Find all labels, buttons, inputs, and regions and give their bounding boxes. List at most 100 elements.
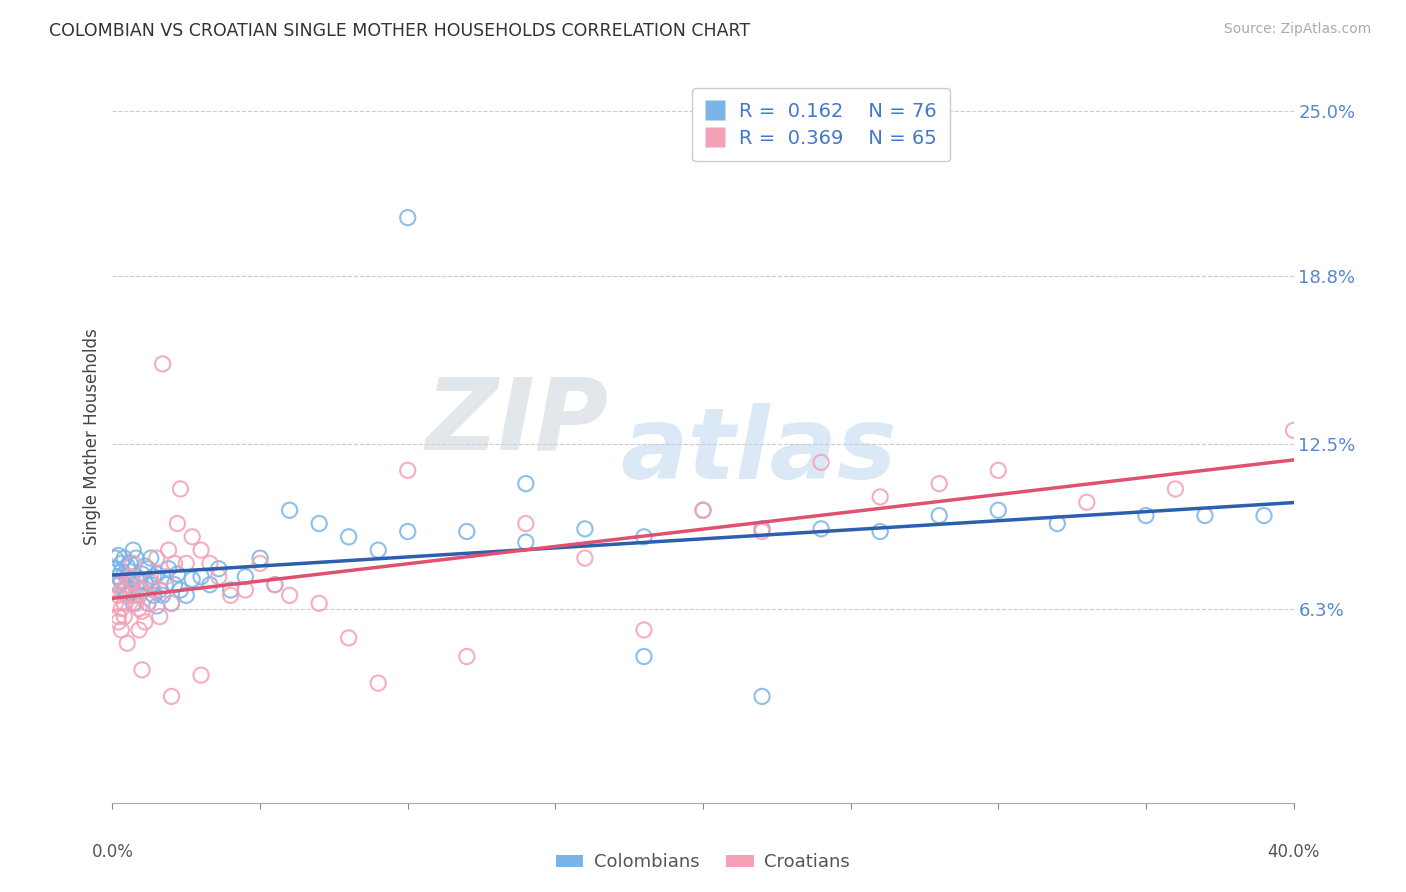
Point [169,582,191,597]
Point [112,551,135,566]
Point [110,557,132,571]
Point [633,623,655,637]
Text: COLOMBIAN VS CROATIAN SINGLE MOTHER HOUSEHOLDS CORRELATION CHART: COLOMBIAN VS CROATIAN SINGLE MOTHER HOUS… [49,22,751,40]
Point [131,604,153,618]
Point [142,588,165,602]
Point [166,567,188,582]
Point [142,582,165,597]
Point [181,530,204,544]
Point [574,522,596,536]
Point [515,516,537,531]
Point [117,570,138,584]
Point [337,530,360,544]
Point [139,551,162,566]
Point [190,668,212,682]
Point [146,567,169,582]
Point [869,490,891,504]
Point [117,636,138,650]
Point [515,476,537,491]
Point [122,557,145,571]
Text: ZIP: ZIP [426,374,609,471]
Point [120,557,142,571]
Text: 40.0%: 40.0% [1267,843,1320,861]
Point [117,577,138,591]
Point [233,570,256,584]
Point [107,570,129,584]
Point [139,577,162,591]
Point [142,570,165,584]
Point [190,543,212,558]
Point [120,573,142,587]
Point [987,503,1010,517]
Text: 0.0%: 0.0% [91,843,134,861]
Point [131,663,153,677]
Point [117,588,138,602]
Point [155,570,177,584]
Point [174,588,197,602]
Point [928,476,950,491]
Point [198,557,221,571]
Point [337,631,360,645]
Point [107,549,129,563]
Legend: Colombians, Croatians: Colombians, Croatians [548,847,858,879]
Point [515,535,537,549]
Point [264,577,287,591]
Point [633,649,655,664]
Point [122,582,145,597]
Point [107,615,129,629]
Point [104,551,127,566]
Point [152,588,174,602]
Point [396,463,419,477]
Point [136,596,159,610]
Point [110,623,132,637]
Point [149,582,172,597]
Point [136,562,159,576]
Point [249,551,271,566]
Point [117,559,138,574]
Point [181,573,204,587]
Point [249,557,271,571]
Point [456,649,478,664]
Point [125,551,148,566]
Point [157,543,180,558]
Legend: R =  0.162    N = 76, R =  0.369    N = 65: R = 0.162 N = 76, R = 0.369 N = 65 [692,88,950,161]
Point [112,582,135,597]
Point [128,575,150,590]
Point [128,623,150,637]
Point [190,570,212,584]
Point [125,588,148,602]
Text: Source: ZipAtlas.com: Source: ZipAtlas.com [1223,22,1371,37]
Point [160,690,183,704]
Point [120,570,142,584]
Point [174,557,197,571]
Point [208,570,231,584]
Point [110,601,132,615]
Point [166,516,188,531]
Point [308,516,330,531]
Point [122,596,145,610]
Point [107,609,129,624]
Point [149,609,172,624]
Point [751,522,773,536]
Point [131,582,153,597]
Point [155,577,177,591]
Point [107,577,129,591]
Point [633,530,655,544]
Point [810,455,832,469]
Point [112,596,135,610]
Point [367,543,389,558]
Point [1282,424,1305,438]
Point [1194,508,1216,523]
Point [1046,516,1069,531]
Point [1253,508,1275,523]
Point [104,562,127,576]
Point [1076,495,1098,509]
Point [110,582,132,597]
Point [208,562,231,576]
Point [125,596,148,610]
Point [1135,508,1157,523]
Point [131,567,153,582]
Point [163,577,186,591]
Point [692,503,714,517]
Point [157,562,180,576]
